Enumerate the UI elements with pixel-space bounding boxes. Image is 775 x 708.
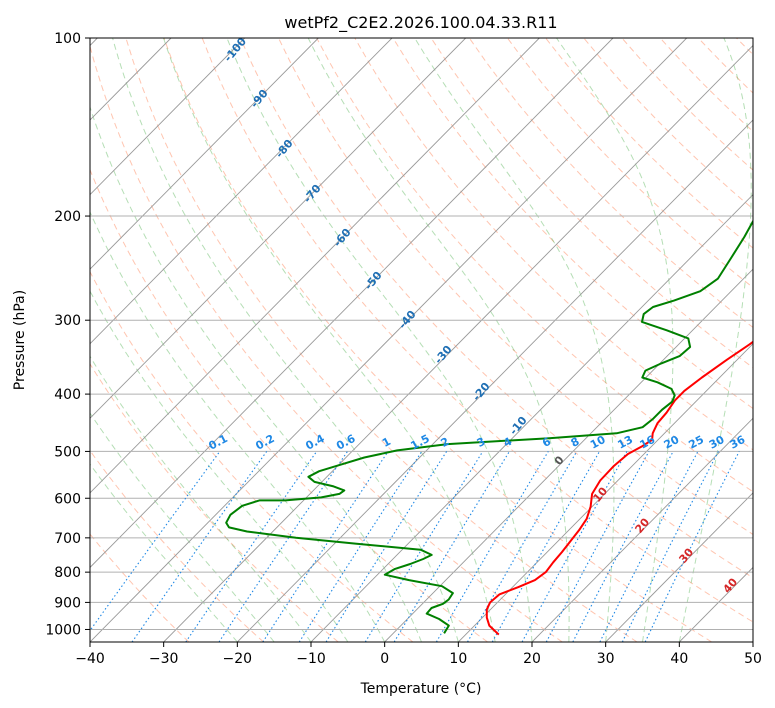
isotherm-line — [90, 38, 540, 494]
mixing-ratio-line — [521, 451, 628, 642]
mixing-ratio-line — [185, 451, 318, 642]
moist-adiabat-line — [112, 38, 459, 642]
isotherm-line — [605, 492, 753, 642]
moist-adiabat-line — [307, 38, 570, 642]
moist-adiabat-line — [226, 38, 533, 642]
moist-adiabat-line — [90, 412, 275, 642]
dry-adiabat-line — [90, 449, 264, 642]
y-tick-label: 300 — [54, 313, 81, 329]
y-tick-label: 400 — [54, 387, 81, 403]
x-tick-label: 20 — [523, 651, 541, 667]
x-tick-label: 50 — [744, 651, 762, 667]
y-tick-label: 200 — [54, 209, 81, 225]
x-tick-label: 30 — [597, 651, 615, 667]
dry-adiabat-line — [125, 38, 638, 642]
dry-adiabat-line — [90, 362, 339, 642]
temperature-line — [485, 340, 753, 636]
plot-frame — [89, 37, 754, 643]
moist-adiabat-line — [90, 210, 386, 642]
y-tick-label: 700 — [54, 531, 81, 547]
x-tick-label: 40 — [670, 651, 688, 667]
dry-adiabat-line — [201, 38, 753, 623]
x-tick-label: −10 — [296, 651, 326, 667]
x-axis-title: Temperature (°C) — [360, 681, 482, 697]
isotherm-line — [90, 38, 467, 419]
dry-adiabat-line — [163, 38, 712, 642]
mixing-ratio-label: 20 — [662, 433, 682, 452]
mixing-ratio-line — [599, 451, 699, 642]
dry-adiabat-line — [468, 38, 753, 329]
mixing-ratio-line — [90, 451, 221, 632]
isotherm-line — [90, 38, 246, 196]
mixing-ratio-label: 25 — [686, 433, 706, 452]
isotherm-line — [310, 193, 753, 642]
x-tick-label: 10 — [449, 651, 467, 667]
x-tick-label: 0 — [380, 651, 389, 667]
mixing-ratio-line — [364, 451, 484, 642]
moist-adiabat-line — [90, 463, 238, 642]
isotherm-line — [163, 44, 753, 642]
mixing-ratio-label: 16 — [638, 433, 658, 452]
y-tick-label: 800 — [54, 565, 81, 581]
dry-adiabat-line — [90, 168, 488, 642]
moist-adiabat-line — [414, 38, 615, 642]
x-tick-label: −40 — [75, 651, 105, 667]
x-tick-label: −30 — [149, 651, 179, 667]
mixing-ratio-line — [545, 451, 650, 642]
mixing-ratio-label: 10 — [588, 433, 608, 452]
isotherm-line — [90, 38, 319, 270]
dry-adiabat-line — [354, 38, 753, 451]
mixing-ratio-label: 36 — [728, 433, 748, 452]
dry-adiabat-line — [239, 38, 753, 579]
y-axis-title: Pressure (hPa) — [12, 290, 28, 390]
mixing-ratio-label: 13 — [615, 433, 635, 452]
mixing-ratio-line — [262, 451, 389, 642]
dry-adiabat-line — [506, 38, 753, 289]
isotherm-line — [90, 38, 393, 345]
x-tick-label: −20 — [223, 651, 253, 667]
dry-adiabat-line — [430, 38, 753, 369]
moist-adiabat-line — [163, 38, 496, 642]
mixing-ratio-line — [298, 451, 423, 642]
dry-adiabat-line — [392, 38, 753, 410]
mixing-ratio-line — [491, 451, 600, 642]
chart-title: wetPf2_C2E2.2026.100.04.33.R11 — [284, 13, 557, 33]
y-tick-label: 600 — [54, 491, 81, 507]
isotherm-line — [90, 38, 688, 642]
mixing-ratio-line — [131, 451, 268, 642]
mixing-ratio-label: 30 — [707, 433, 727, 452]
y-tick-label: 1000 — [45, 622, 81, 638]
y-tick-label: 900 — [54, 595, 81, 611]
mixing-ratio-line — [218, 451, 348, 642]
dry-adiabat-line — [90, 270, 414, 642]
moist-adiabat-line — [90, 105, 422, 642]
isotherm-line — [531, 417, 753, 642]
isotherm-line — [90, 38, 614, 569]
dewpoint-line — [225, 219, 753, 634]
moist-adiabat-line — [90, 290, 349, 642]
y-tick-label: 500 — [54, 444, 81, 460]
moist-adiabat-line — [556, 38, 674, 642]
mixing-ratio-line — [621, 451, 719, 642]
isotherm-line — [384, 268, 753, 642]
dry-adiabat-line — [90, 44, 563, 642]
isotherm-line — [458, 343, 753, 642]
y-tick-label: 100 — [54, 31, 81, 47]
dry-adiabat-line — [316, 38, 753, 493]
moist-adiabat-line — [678, 38, 752, 642]
